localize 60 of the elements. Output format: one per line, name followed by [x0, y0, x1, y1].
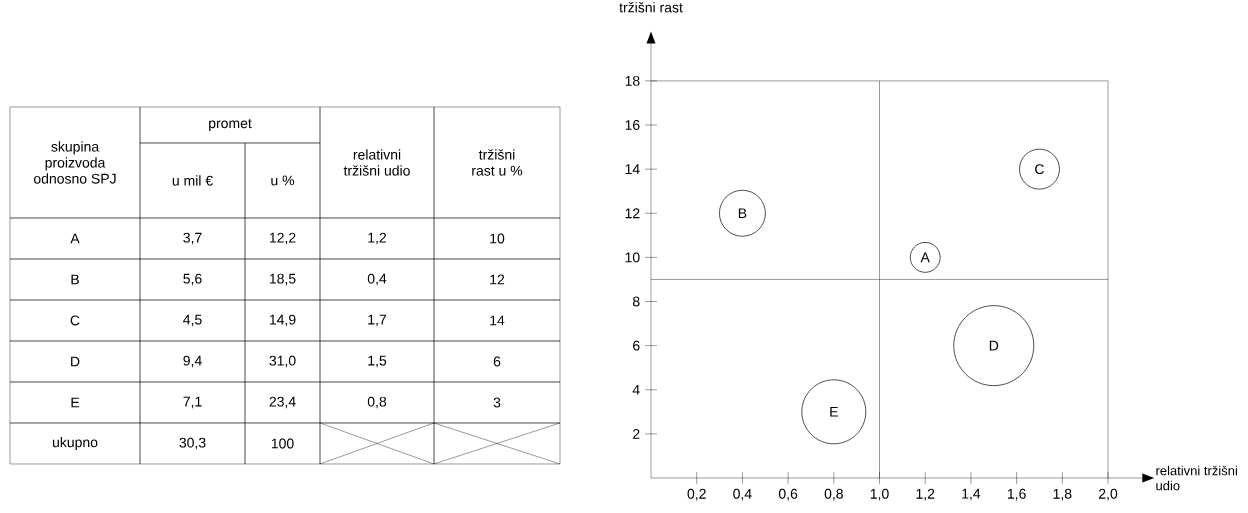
category-label: A [70, 233, 80, 244]
text: 1,2 [368, 232, 387, 245]
annotation: C [1035, 164, 1044, 175]
y-tick-label: 6 [633, 340, 640, 351]
text: 4,5 [183, 314, 202, 327]
x-tick-label: 0,8 [824, 488, 843, 501]
text: 3,7 [183, 232, 202, 245]
annotation: E [830, 406, 838, 417]
category-label: C [70, 315, 80, 326]
text: 18,5 [269, 273, 296, 286]
text: 3 [493, 397, 501, 408]
text: 1,5 [368, 355, 387, 368]
text: promet [209, 119, 252, 131]
x-axis-title: relativni tržišni udio [1156, 465, 1237, 491]
y-tick-label: 16 [625, 120, 640, 130]
x-tick-label: 1,0 [870, 488, 889, 501]
annotation: D [989, 340, 999, 351]
text: 30,3 [179, 437, 206, 450]
y-tick-label: 8 [632, 296, 640, 307]
x-tick-label: 0,2 [687, 488, 706, 501]
x-tick-label: 0,4 [733, 488, 752, 501]
text: 0,8 [367, 396, 387, 409]
x-tick-label: 1,8 [1053, 488, 1072, 501]
text: 0,4 [367, 273, 387, 286]
category-label: relativni tržišni udio [343, 149, 410, 176]
x-tick-label: 0,6 [778, 488, 798, 501]
category-label: u % [271, 175, 295, 186]
x-tick-label: 1,4 [962, 488, 981, 501]
text: skupina proizvoda odnosno SPJ [33, 141, 116, 184]
category-label: ukupno [52, 436, 98, 451]
text: 7,1 [183, 396, 202, 409]
y-tick-label: 14 [625, 164, 640, 174]
category-label: D [71, 356, 80, 367]
text: 31,0 [269, 355, 296, 368]
x-tick-label: 2,0 [1099, 488, 1118, 501]
text: 6 [493, 356, 501, 367]
category-label: u mil € [172, 175, 213, 186]
text: 1,7 [368, 314, 387, 327]
text: 12,2 [269, 232, 296, 245]
y-tick-label: 18 [625, 75, 640, 86]
text: 100 [271, 438, 294, 449]
text: 12 [490, 274, 505, 285]
x-tick-label: 1,6 [1007, 488, 1026, 501]
category-label: B [71, 274, 79, 285]
text: 14 [490, 315, 505, 326]
y-tick-label: 12 [625, 208, 640, 219]
y-tick-label: 2 [633, 428, 640, 439]
y-tick-label: 4 [632, 384, 640, 395]
text: 9,4 [183, 355, 202, 368]
text: 23,4 [269, 396, 296, 409]
annotation: B [738, 208, 747, 219]
annotation: A [920, 252, 930, 263]
text: 10 [490, 233, 505, 244]
text: 5,6 [183, 273, 202, 286]
y-tick-label: 10 [625, 252, 640, 263]
category-label: E [71, 397, 80, 408]
text: 14,9 [269, 314, 296, 327]
x-tick-label: 1,2 [916, 488, 935, 501]
category-label: tržišni rast u % [472, 149, 523, 176]
y-axis-title: tržišni rast [619, 2, 683, 13]
